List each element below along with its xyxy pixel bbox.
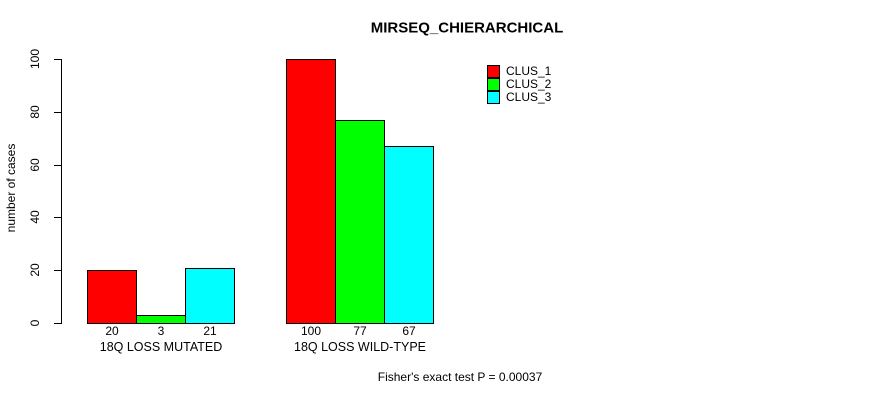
legend-label: CLUS_1 (506, 64, 552, 78)
bar-clus_3-group-0 (185, 268, 235, 324)
y-axis-line (61, 59, 62, 324)
chart-title: MIRSEQ_CHIERARCHICAL (370, 19, 564, 37)
legend-label: CLUS_2 (506, 77, 552, 91)
y-axis-tick (54, 165, 61, 166)
y-axis-tick-label: 80 (28, 105, 42, 119)
bar-value-label: 3 (157, 324, 165, 338)
x-category-label: 18Q LOSS MUTATED (99, 340, 223, 354)
y-axis-tick (54, 59, 61, 60)
bar-clus_1-group-0 (87, 270, 137, 324)
legend-label: CLUS_3 (506, 90, 552, 104)
y-axis-tick-label: 40 (28, 210, 42, 224)
y-axis-tick (54, 112, 61, 113)
legend-swatch-clus_1 (487, 65, 500, 78)
bar-clus_3-group-1 (384, 146, 434, 324)
bar-value-label: 100 (300, 324, 322, 338)
legend-swatch-clus_2 (487, 78, 500, 91)
y-axis-tick-label: 100 (28, 48, 42, 70)
bar-value-label: 21 (203, 324, 217, 338)
annotation-text: Fisher's exact test P = 0.00037 (377, 370, 543, 384)
bar-clus_1-group-1 (286, 59, 336, 324)
y-axis-tick (54, 217, 61, 218)
y-axis-title: number of cases (4, 143, 18, 233)
legend-swatch-clus_3 (487, 91, 500, 104)
bar-value-label: 20 (105, 324, 119, 338)
bar-value-label: 67 (402, 324, 416, 338)
y-axis-tick-label: 20 (28, 263, 42, 277)
bar-clus_2-group-1 (335, 120, 385, 324)
y-axis-tick (54, 323, 61, 324)
bar-clus_2-group-0 (136, 315, 186, 324)
y-axis-tick-label: 0 (28, 319, 42, 327)
y-axis-tick-label: 60 (28, 158, 42, 172)
y-axis-tick (54, 270, 61, 271)
bar-value-label: 77 (353, 324, 367, 338)
x-category-label: 18Q LOSS WILD-TYPE (294, 340, 426, 354)
